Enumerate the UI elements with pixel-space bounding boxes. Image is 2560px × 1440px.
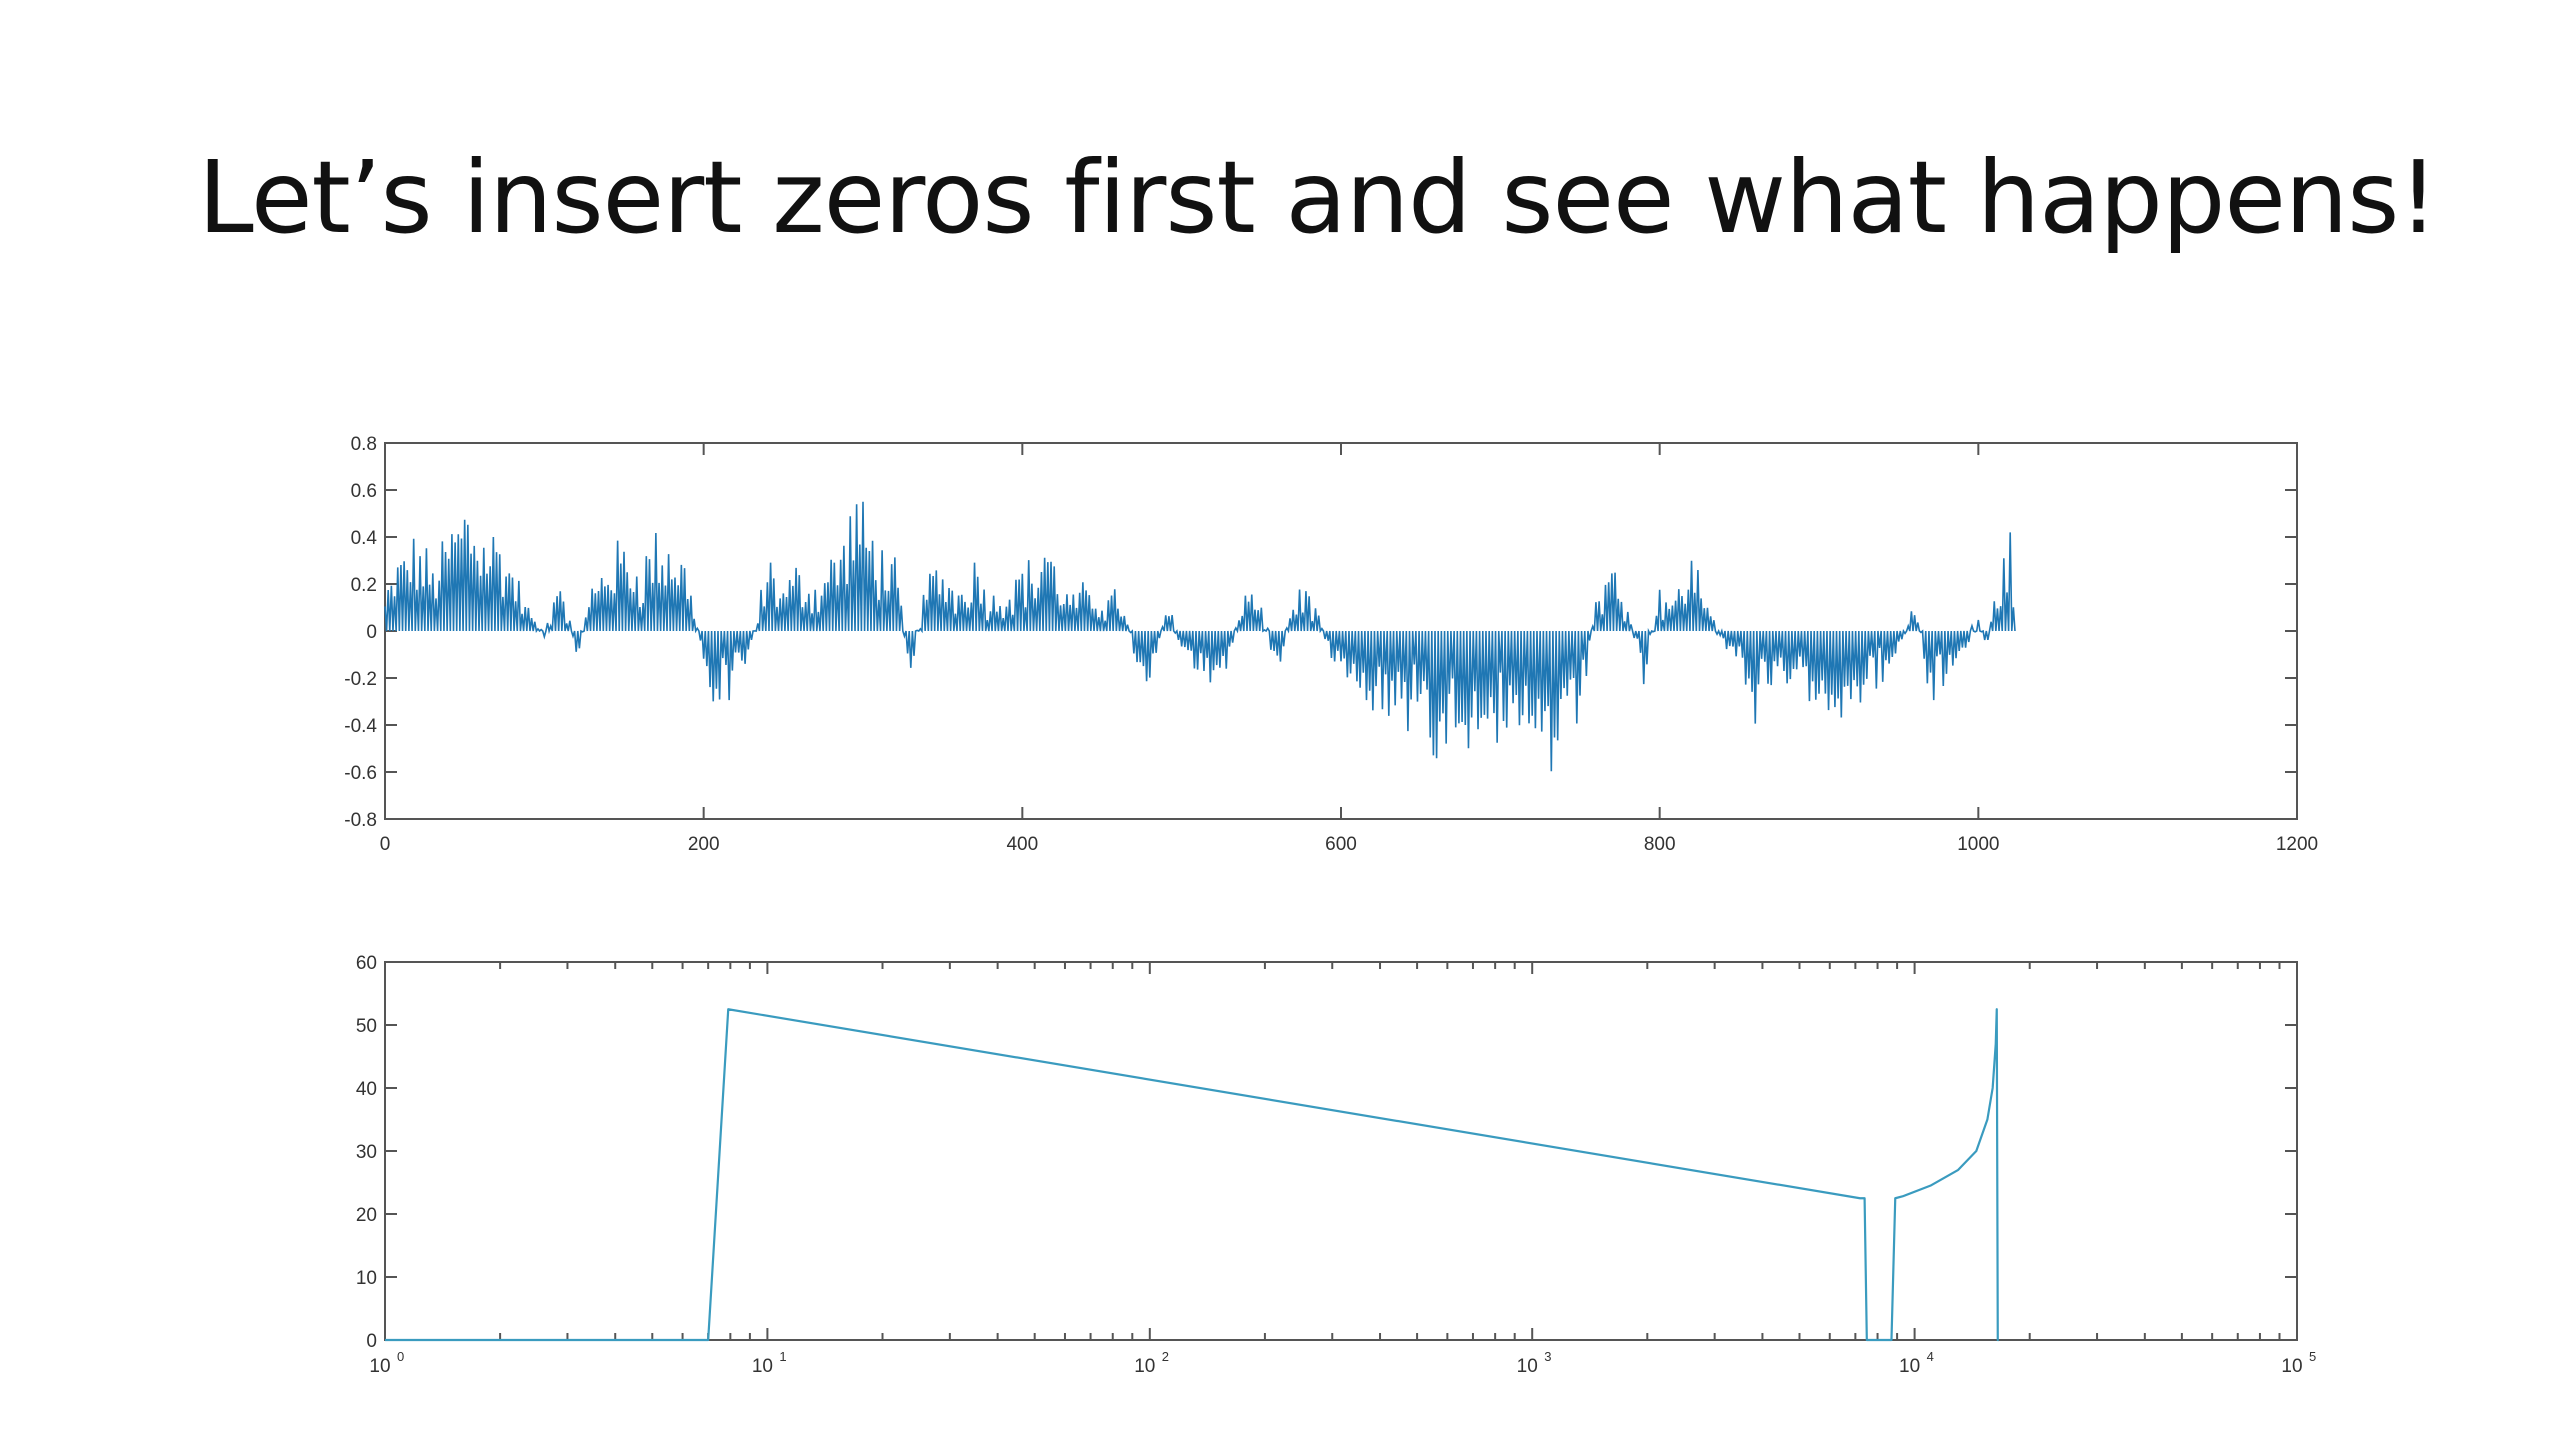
slide-title: Let’s insert zeros first and see what ha… (198, 139, 2438, 256)
x-tick-label: 10 (1134, 1356, 1155, 1377)
y-tick-label: 60 (356, 953, 377, 974)
x-tick-label: 10 (369, 1356, 390, 1377)
x-tick-label: 600 (1325, 834, 1357, 855)
y-tick-label: 10 (356, 1268, 377, 1289)
axes-frame (384, 961, 2298, 1341)
x-tick-label: 10 (752, 1356, 773, 1377)
x-tick-label: 1000 (1957, 834, 1999, 855)
y-tick-label: 0 (366, 622, 377, 643)
y-tick-label: 0.2 (351, 575, 377, 596)
x-tick-exponent: 0 (397, 1349, 404, 1364)
y-tick-label: 20 (356, 1205, 377, 1226)
x-tick-exponent: 1 (779, 1349, 786, 1364)
y-tick-label: 0.4 (351, 528, 378, 549)
y-tick-label: -0.6 (344, 763, 377, 784)
y-tick-label: 0 (366, 1331, 377, 1352)
x-tick-label: 10 (1517, 1356, 1538, 1377)
y-tick-label: 50 (356, 1016, 377, 1037)
axes-frame (384, 442, 2298, 820)
y-tick-label: 40 (356, 1079, 377, 1100)
x-tick-label: 10 (2281, 1356, 2302, 1377)
x-tick-label: 800 (1644, 834, 1676, 855)
x-tick-label: 200 (688, 834, 720, 855)
x-tick-label: 10 (1899, 1356, 1920, 1377)
y-tick-label: -0.2 (344, 669, 377, 690)
x-tick-label: 0 (380, 834, 391, 855)
x-tick-label: 400 (1006, 834, 1038, 855)
y-tick-label: 0.8 (351, 434, 377, 455)
y-tick-label: -0.8 (344, 810, 377, 831)
time-domain-chart: 0 200 400 600 800 1000 1200 -0.8 -0.6 -0.4 -0.2 0 0.… (344, 434, 2318, 855)
x-tick-exponent: 5 (2309, 1349, 2316, 1364)
x-tick-exponent: 4 (1927, 1349, 1934, 1364)
x-tick-exponent: 3 (1544, 1349, 1551, 1364)
y-tick-label: 30 (356, 1142, 377, 1163)
spectrum-line (385, 1008, 1999, 1342)
y-tick-label: -0.4 (344, 716, 377, 737)
signal-line (384, 501, 2016, 772)
x-tick-label: 1200 (2276, 834, 2318, 855)
y-tick-label: 0.6 (351, 481, 377, 502)
x-tick-exponent: 2 (1162, 1349, 1169, 1364)
